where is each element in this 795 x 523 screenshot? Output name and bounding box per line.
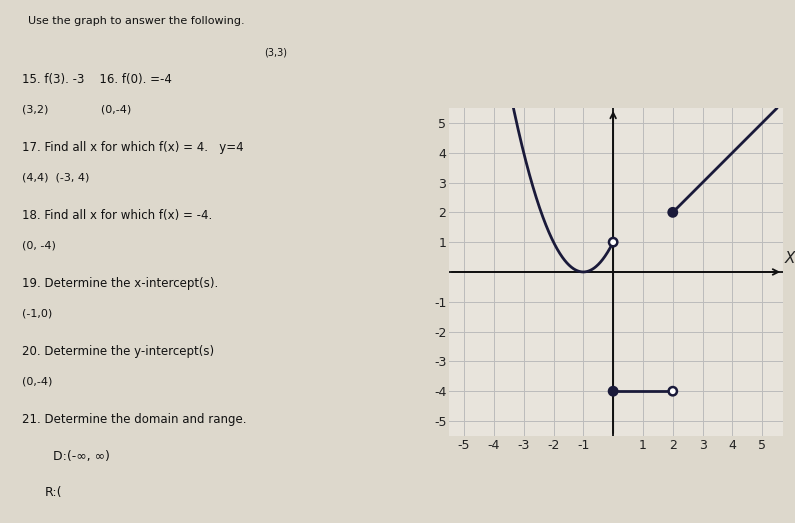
Text: (3,3): (3,3) (265, 47, 288, 57)
Text: 21. Determine the domain and range.: 21. Determine the domain and range. (22, 413, 246, 426)
Text: (4,4)  (-3, 4): (4,4) (-3, 4) (22, 173, 90, 183)
Circle shape (669, 387, 677, 395)
Text: 17. Find all x for which f(x) = 4.   y=4: 17. Find all x for which f(x) = 4. y=4 (22, 141, 244, 154)
Circle shape (669, 208, 677, 217)
Text: 15. f(3). -3    16. f(0). =-4: 15. f(3). -3 16. f(0). =-4 (22, 73, 173, 86)
Text: R:(: R:( (45, 486, 62, 499)
Text: (0, -4): (0, -4) (22, 241, 56, 251)
Text: (0,-4): (0,-4) (22, 377, 52, 386)
Text: (3,2)               (0,-4): (3,2) (0,-4) (22, 105, 131, 115)
Text: 18. Find all x for which f(x) = -4.: 18. Find all x for which f(x) = -4. (22, 209, 212, 222)
Text: Use the graph to answer the following.: Use the graph to answer the following. (29, 16, 245, 26)
Text: X: X (785, 251, 795, 266)
Circle shape (609, 387, 617, 395)
Text: 20. Determine the y-intercept(s): 20. Determine the y-intercept(s) (22, 345, 215, 358)
Circle shape (609, 238, 617, 246)
Text: D:(-∞, ∞): D:(-∞, ∞) (53, 450, 111, 463)
Text: 19. Determine the x-intercept(s).: 19. Determine the x-intercept(s). (22, 277, 219, 290)
Text: (-1,0): (-1,0) (22, 309, 52, 319)
